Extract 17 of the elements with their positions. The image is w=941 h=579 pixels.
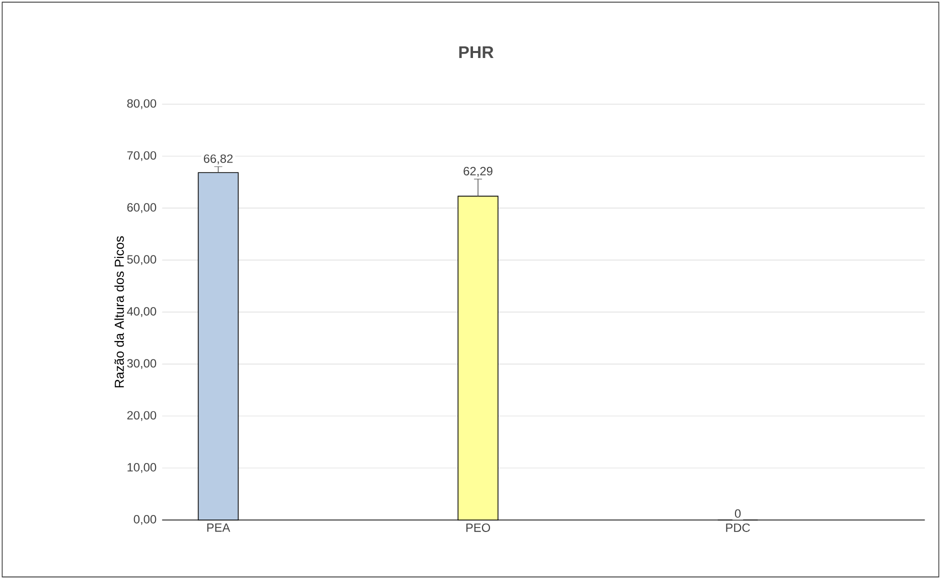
chart-title: PHR xyxy=(459,46,494,58)
x-tick-label: PDC xyxy=(726,523,750,532)
data-label: 0 xyxy=(734,509,741,518)
y-tick-label: 40,00 xyxy=(127,307,156,317)
data-label: 66,82 xyxy=(204,154,233,164)
y-tick-label: 20,00 xyxy=(127,411,156,421)
y-tick-label: 0,00 xyxy=(134,514,156,525)
y-axis-title: Razão da Altura dos Picos xyxy=(114,236,124,388)
y-tick-label: 80,00 xyxy=(127,99,156,110)
y-tick-label: 50,00 xyxy=(127,255,156,265)
x-tick-label: PEO xyxy=(466,523,490,532)
y-tick-label: 10,00 xyxy=(128,462,156,473)
y-tick-label: 70,00 xyxy=(127,151,156,161)
y-tick-label: 30,00 xyxy=(127,359,156,369)
x-tick-label: PEA xyxy=(207,523,230,532)
y-tick-label: 60,00 xyxy=(127,203,156,213)
data-label: 62,29 xyxy=(464,166,492,177)
